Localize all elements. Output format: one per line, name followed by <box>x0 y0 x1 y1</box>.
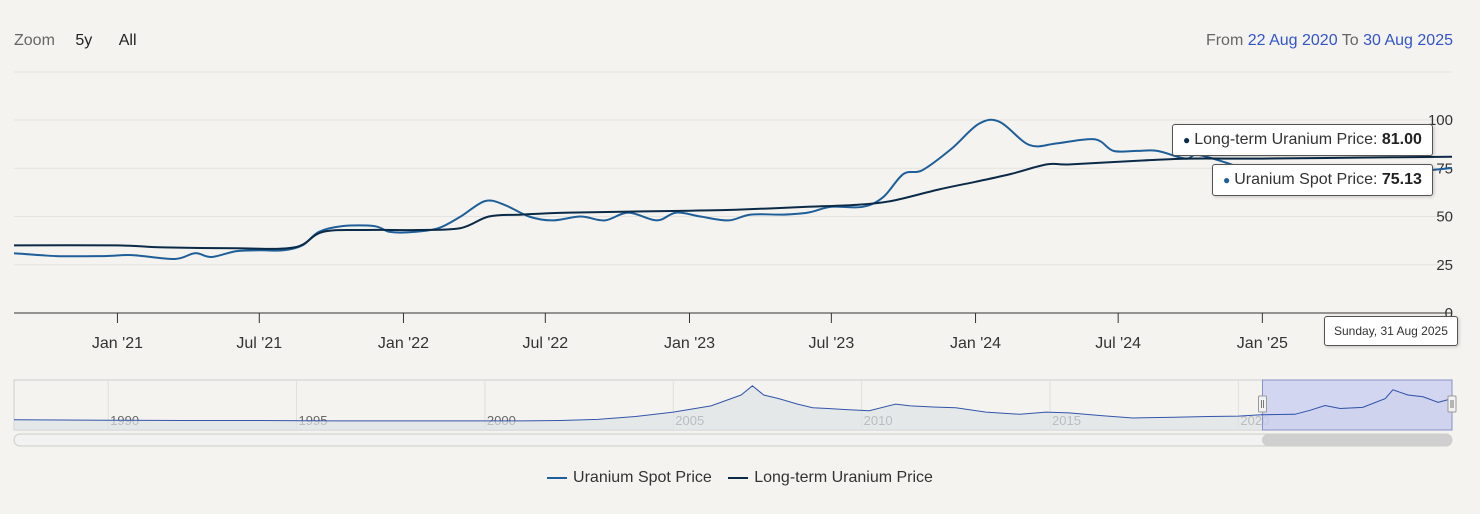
x-tick-label: Jul '22 <box>522 335 568 352</box>
spot-tooltip: ● Uranium Spot Price: 75.13 <box>1212 164 1433 196</box>
y-tick-label: 25 <box>1436 257 1453 274</box>
zoom-all-button[interactable]: All <box>118 32 137 49</box>
navigator-handle-right[interactable] <box>1447 395 1457 413</box>
legend: Uranium Spot Price Long-term Uranium Pri… <box>0 469 1480 487</box>
legend-swatch-spot <box>547 476 568 479</box>
grid-lines <box>14 71 1452 314</box>
spot-tooltip-value: 75.13 <box>1381 171 1422 188</box>
long-term-tooltip-label: Long-term Uranium Price: <box>1194 131 1378 148</box>
x-tick-label: Jan '24 <box>950 335 1001 352</box>
legend-swatch-long-term <box>728 476 749 479</box>
spot-dot-icon: ● <box>1223 173 1231 187</box>
legend-item-long-term[interactable]: Long-term Uranium Price <box>728 469 933 487</box>
series-line-spot <box>13 118 1453 261</box>
navigator-selection <box>1262 379 1453 431</box>
x-tick-label: Jul '23 <box>808 335 854 352</box>
long-term-tooltip-value: 81.00 <box>1381 131 1422 148</box>
legend-item-spot[interactable]: Uranium Spot Price <box>547 469 712 487</box>
y-tick-label: 100 <box>1428 112 1453 129</box>
y-tick-label: 0 <box>1445 305 1453 322</box>
x-tick-label: Jul '24 <box>1095 335 1141 352</box>
plot-area[interactable] <box>13 118 1453 261</box>
navigator[interactable]: 1990199520002005201020152020 <box>13 379 1457 447</box>
y-tick-label: 50 <box>1436 209 1453 226</box>
long-term-dot-icon: ● <box>1183 133 1191 147</box>
x-tick-label: Jan '25 <box>1237 335 1288 352</box>
navigator-area <box>14 385 1452 430</box>
scrollbar-track <box>13 433 1453 447</box>
x-axis: Jan '21 Jul '21 Jan '22 Jul '22 Jan '23 Jul '… <box>92 313 1288 352</box>
date-tooltip: Sunday, 31 Aug 2025 <box>1324 316 1458 346</box>
spot-tooltip-label: Uranium Spot Price: <box>1234 171 1378 188</box>
navigator-line-selected <box>1260 389 1453 416</box>
x-tick-label: Jul '21 <box>236 335 282 352</box>
zoom-bar: Zoom 5y All <box>14 32 159 50</box>
zoom-5y-button[interactable]: 5y <box>75 32 93 49</box>
to-label: To <box>1341 32 1359 49</box>
date-range: From 22 Aug 2020 To 30 Aug 2025 <box>1206 32 1453 50</box>
to-date-input[interactable]: 30 Aug 2025 <box>1363 32 1453 49</box>
series-line-long-term <box>13 155 1453 250</box>
zoom-label: Zoom <box>14 32 55 49</box>
long-term-tooltip: ● Long-term Uranium Price: 81.00 <box>1172 124 1433 156</box>
from-label: From <box>1205 32 1244 49</box>
from-date-input[interactable]: 22 Aug 2020 <box>1247 32 1338 49</box>
scrollbar-thumb[interactable] <box>1262 434 1452 446</box>
legend-label-spot: Uranium Spot Price <box>573 469 712 486</box>
x-tick-label: Jan '21 <box>92 335 143 352</box>
legend-label-long-term: Long-term Uranium Price <box>754 469 933 486</box>
navigator-handle-left[interactable] <box>1258 395 1268 413</box>
x-tick-label: Jan '22 <box>378 335 429 352</box>
x-tick-label: Jan '23 <box>664 335 715 352</box>
